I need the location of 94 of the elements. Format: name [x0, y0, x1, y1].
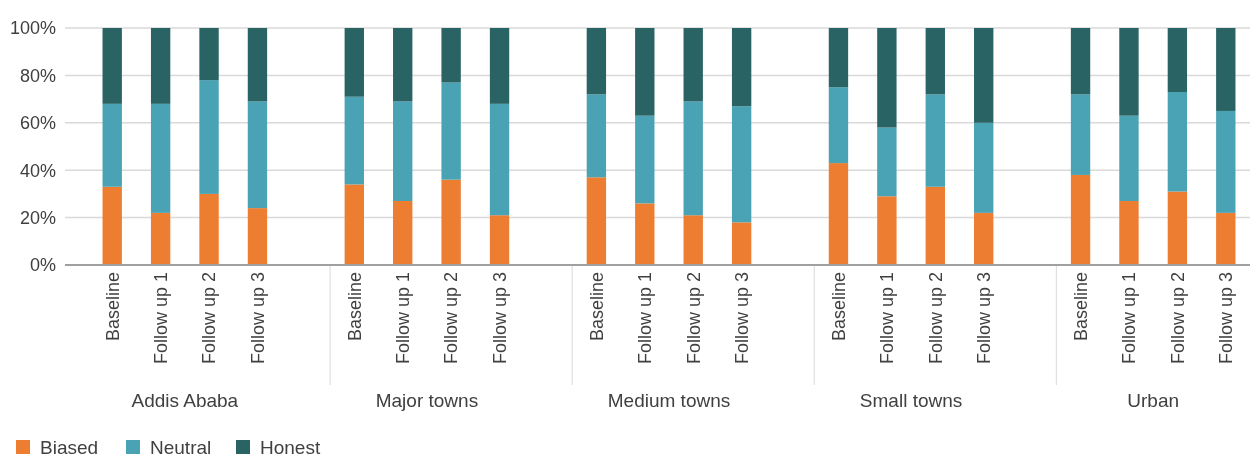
bar: [1119, 201, 1139, 265]
legend-label: Neutral: [150, 436, 212, 457]
bar: [586, 28, 607, 95]
text: Small towns: [859, 390, 963, 411]
y-tick-label: 0%: [29, 255, 56, 276]
bar: [1119, 28, 1139, 116]
bar: [1167, 91, 1188, 192]
bar: [1216, 110, 1236, 213]
y-tick-label: 20%: [19, 207, 56, 228]
bar: [1167, 191, 1188, 265]
bar: [828, 87, 849, 164]
bar: [102, 103, 122, 187]
x-tick-label: Follow up 3: [1216, 272, 1237, 365]
bar: [199, 193, 219, 265]
x-tick-label: Follow up 1: [877, 272, 898, 365]
bar: [1216, 212, 1236, 265]
bar: [635, 28, 655, 116]
bar: [199, 80, 219, 194]
bar: [635, 115, 655, 204]
bar: [731, 222, 752, 265]
bar: [683, 28, 703, 102]
x-tick-label: Follow up 2: [1167, 272, 1188, 365]
bar: [974, 122, 994, 213]
bar: [1070, 94, 1091, 175]
text: Urban: [1127, 390, 1180, 411]
bar: [393, 101, 413, 202]
bar: [731, 28, 752, 107]
bar: [344, 28, 364, 97]
bar: [102, 28, 122, 104]
bar: [925, 94, 945, 187]
bar: [102, 186, 122, 265]
x-tick-label: Follow up 3: [247, 272, 268, 365]
x-tick-label: Follow up 2: [199, 272, 220, 365]
bar: [489, 215, 510, 265]
x-tick-label: Follow up 1: [1119, 272, 1140, 365]
x-tick-label: Follow up 1: [393, 272, 414, 365]
bar: [828, 28, 849, 88]
bar: [974, 212, 994, 265]
y-tick-label: 80%: [19, 65, 56, 86]
y-tick-label: 100%: [9, 18, 56, 39]
bar: [877, 28, 897, 128]
x-tick-label: Follow up 3: [489, 272, 510, 365]
legend-label: Honest: [260, 436, 321, 457]
x-tick-label: Follow up 2: [441, 272, 462, 365]
text: Addis Ababa: [131, 390, 239, 411]
y-tick-label: 60%: [19, 113, 56, 134]
x-tick-label: Follow up 3: [974, 272, 995, 365]
bar: [925, 28, 945, 95]
bar: [877, 196, 897, 265]
bar: [925, 186, 945, 265]
x-tick-label: Follow up 1: [150, 272, 171, 365]
bar: [1070, 174, 1091, 265]
bar: [441, 179, 461, 265]
bar: [441, 28, 461, 83]
text: Major towns: [375, 390, 479, 411]
bar: [344, 96, 364, 185]
bar: [586, 177, 607, 265]
x-tick-label: Baseline: [344, 272, 365, 342]
bar: [199, 28, 219, 81]
bar: [150, 103, 171, 213]
x-tick-label: Baseline: [586, 272, 607, 342]
x-tick-label: Baseline: [828, 272, 849, 342]
bar: [683, 101, 703, 216]
bar: [877, 127, 897, 197]
bar: [635, 203, 655, 265]
bar: [247, 101, 268, 209]
bar: [1119, 115, 1139, 202]
bar: [393, 28, 413, 102]
bar: [1167, 28, 1188, 92]
bar: [1216, 28, 1236, 111]
bar: [974, 28, 994, 123]
y-tick-label: 40%: [19, 160, 56, 181]
bar: [150, 212, 171, 265]
bar: [150, 28, 171, 104]
bar: [489, 28, 510, 104]
x-tick-label: Follow up 1: [635, 272, 656, 365]
bar: [828, 163, 849, 265]
text: Medium towns: [607, 390, 731, 411]
bar: [586, 94, 607, 178]
bar: [441, 82, 461, 180]
bar: [731, 106, 752, 223]
bar: [683, 215, 703, 265]
bar: [1070, 28, 1091, 95]
bar: [247, 28, 268, 102]
bar: [393, 201, 413, 265]
legend-label: Biased: [40, 436, 99, 457]
bar: [489, 103, 510, 216]
x-tick-label: Follow up 3: [731, 272, 752, 365]
x-tick-label: Follow up 2: [683, 272, 704, 365]
x-tick-label: Baseline: [1070, 272, 1091, 342]
x-tick-label: Follow up 2: [925, 272, 946, 365]
x-tick-label: Baseline: [102, 272, 123, 342]
bar: [344, 184, 364, 265]
bar: [247, 208, 268, 265]
